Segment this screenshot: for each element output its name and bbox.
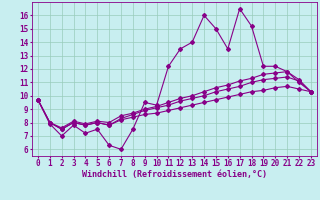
- X-axis label: Windchill (Refroidissement éolien,°C): Windchill (Refroidissement éolien,°C): [82, 170, 267, 179]
